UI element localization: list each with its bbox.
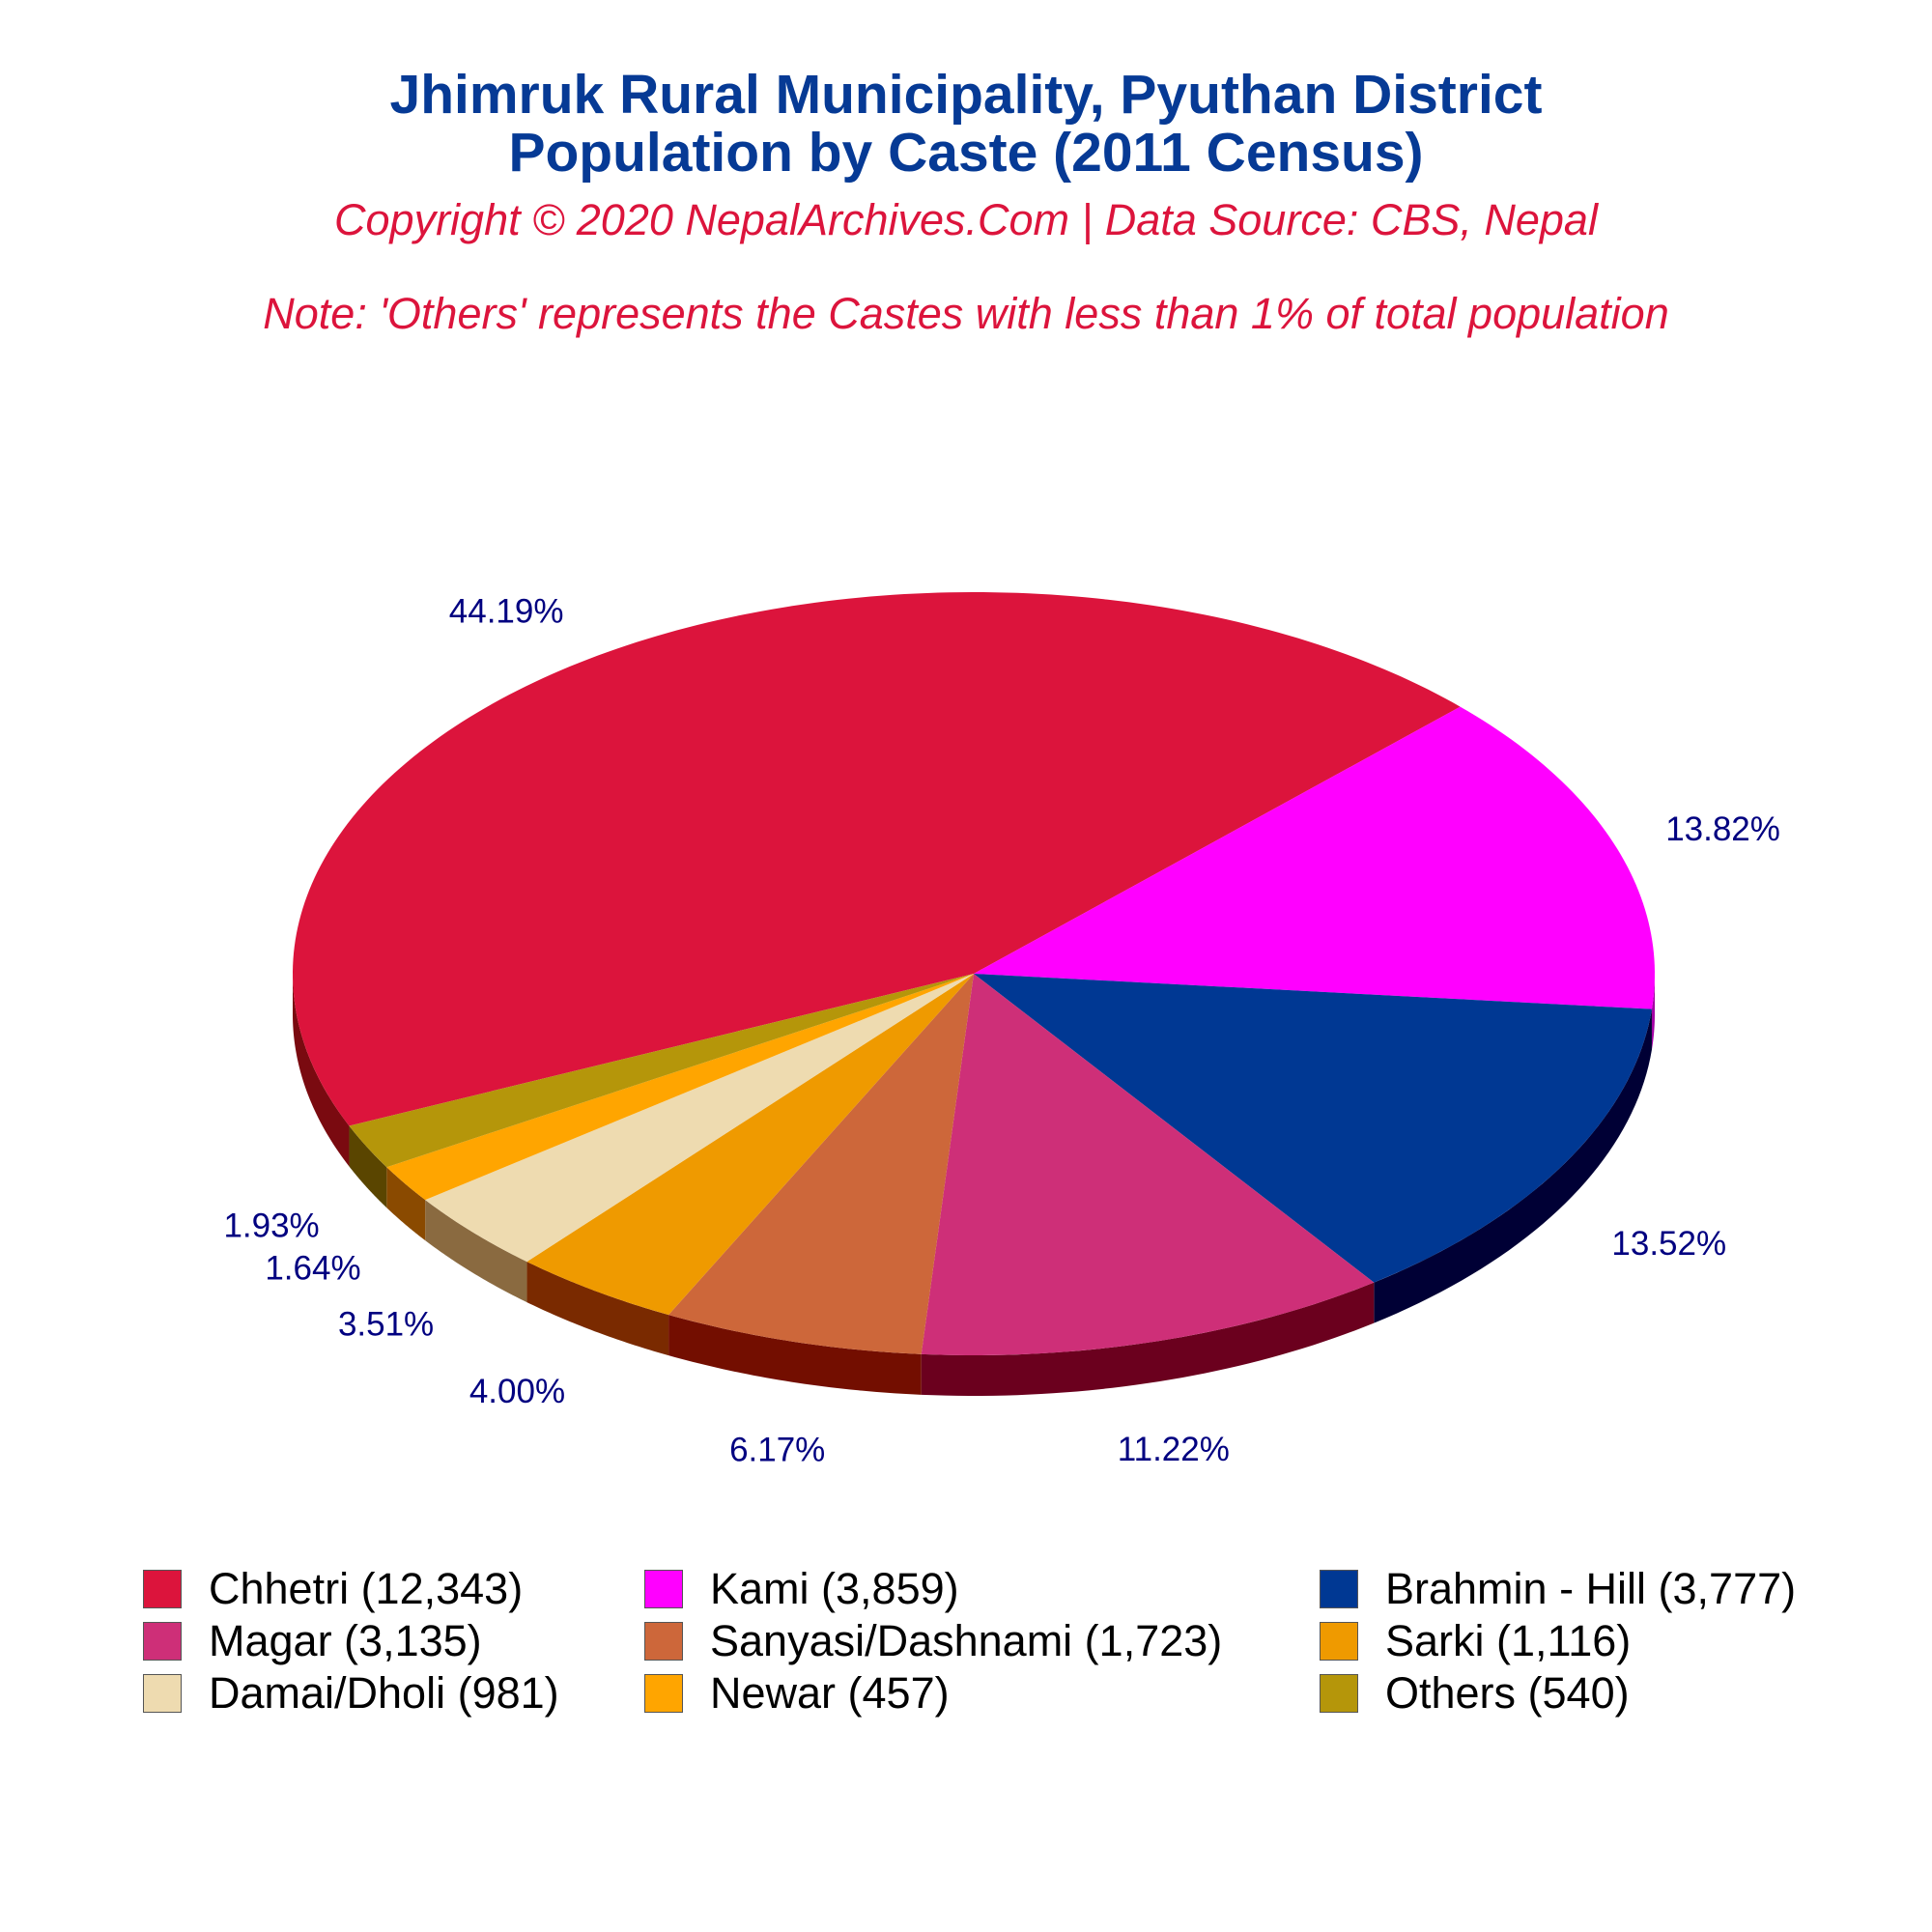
pie-side-others <box>349 1125 387 1208</box>
legend-item-sarki: Sarki (1,116) <box>1320 1615 1631 1667</box>
legend-item-newar: Newar (457) <box>644 1667 950 1719</box>
pie-label-newar: 1.64% <box>265 1250 360 1288</box>
legend-swatch <box>1320 1622 1358 1661</box>
pie-side-chhetri <box>293 974 350 1167</box>
pie-label-damai-dholi: 3.51% <box>338 1305 434 1343</box>
legend-swatch <box>1320 1570 1358 1608</box>
legend-swatch <box>143 1570 182 1608</box>
legend-item-damai-dholi: Damai/Dholi (981) <box>143 1667 559 1719</box>
legend-item-kami: Kami (3,859) <box>644 1563 959 1615</box>
note-text: Note: 'Others' represents the Castes wit… <box>263 289 1669 338</box>
pie-label-magar: 11.22% <box>1118 1431 1230 1468</box>
pie-side-newar <box>386 1167 426 1241</box>
chart-title-line-1: Jhimruk Rural Municipality, Pyuthan Dist… <box>389 64 1543 126</box>
legend-item-brahmin-hill: Brahmin - Hill (3,777) <box>1320 1563 1796 1615</box>
pie-label-sarki: 4.00% <box>469 1373 565 1410</box>
copyright-text: Copyright © 2020 NepalArchives.Com | Dat… <box>334 195 1598 244</box>
pie-slice-kami <box>974 706 1655 1009</box>
legend-label: Magar (3,135) <box>209 1616 482 1665</box>
pie-slice-magar <box>921 974 1375 1355</box>
legend-item-chhetri: Chhetri (12,343) <box>143 1563 523 1615</box>
legend-item-others: Others (540) <box>1320 1667 1630 1719</box>
legend-label: Brahmin - Hill (3,777) <box>1385 1564 1797 1613</box>
pie-slice-newar <box>386 974 974 1201</box>
legend-label: Kami (3,859) <box>710 1564 959 1613</box>
pie-top <box>293 592 1655 1355</box>
pie-slice-brahmin-hill <box>974 974 1652 1283</box>
chart-title-line-2: Population by Caste (2011 Census) <box>508 122 1424 184</box>
legend-swatch <box>143 1674 182 1713</box>
legend-label: Damai/Dholi (981) <box>209 1668 559 1718</box>
pie-side-sarki <box>526 1262 669 1356</box>
pie-label-sanyasi-dashnami: 6.17% <box>729 1431 825 1468</box>
pie-side-brahmin-hill <box>1374 1009 1652 1323</box>
legend-label: Sanyasi/Dashnami (1,723) <box>710 1616 1223 1665</box>
legend-swatch <box>644 1622 683 1661</box>
legend-swatch <box>644 1674 683 1713</box>
pie-slice-damai-dholi <box>425 974 974 1263</box>
pie-label-brahmin-hill: 13.52% <box>1611 1225 1726 1263</box>
pie-sides <box>293 974 1655 1396</box>
legend-swatch <box>143 1622 182 1661</box>
pie-side-kami <box>1651 974 1655 1050</box>
pie-side-sanyasi-dashnami <box>668 1315 922 1395</box>
pie-label-kami: 13.82% <box>1665 810 1780 848</box>
pie-label-chhetri: 44.19% <box>449 593 564 631</box>
pie-slice-chhetri <box>293 592 1461 1126</box>
pie-side-damai-dholi <box>425 1200 527 1303</box>
legend-swatch <box>1320 1674 1358 1713</box>
legend-label: Others (540) <box>1385 1668 1630 1718</box>
legend-swatch <box>644 1570 683 1608</box>
pie-side-magar <box>921 1282 1375 1396</box>
legend-item-magar: Magar (3,135) <box>143 1615 482 1667</box>
legend-label: Sarki (1,116) <box>1385 1616 1632 1665</box>
pie-slice-others <box>349 974 975 1168</box>
legend-label: Newar (457) <box>710 1668 950 1718</box>
pie-slice-sanyasi-dashnami <box>668 974 974 1354</box>
pie-label-others: 1.93% <box>223 1207 319 1244</box>
pie-slice-sarki <box>526 974 974 1316</box>
legend-item-sanyasi-dashnami: Sanyasi/Dashnami (1,723) <box>644 1615 1222 1667</box>
legend-label: Chhetri (12,343) <box>209 1564 524 1613</box>
pie-labels: 44.19% 13.82% 13.52% 11.22% 6.17% 4.00% 3.51% 1… <box>223 593 1779 1469</box>
